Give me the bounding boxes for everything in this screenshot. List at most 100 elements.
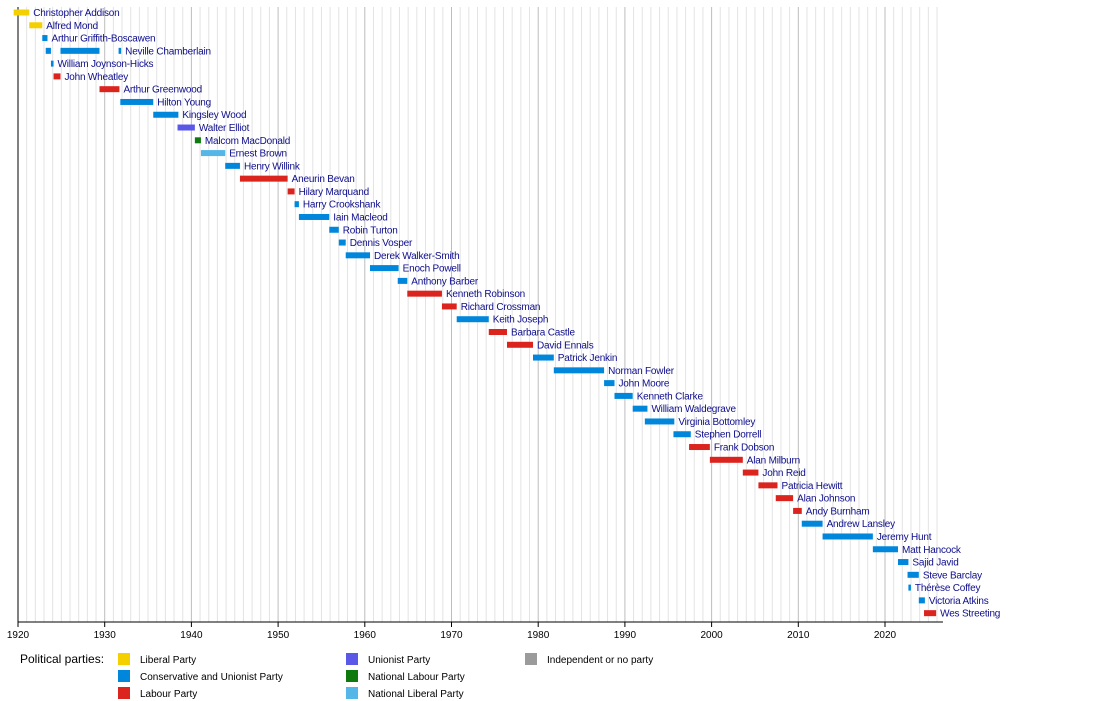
term-bar (239, 175, 288, 182)
minister-label[interactable]: Hilary Marquand (299, 187, 370, 198)
x-tick-label: 1930 (94, 630, 117, 640)
term-bar (907, 571, 919, 578)
legend: Political parties: Liberal Party Conserv… (20, 650, 1080, 700)
term-bar (801, 520, 823, 527)
minister-label[interactable]: Kenneth Clarke (637, 391, 704, 402)
minister-label[interactable]: Harry Crookshank (303, 200, 382, 211)
term-bar (200, 150, 226, 157)
term-bar (742, 469, 759, 476)
minister-label[interactable]: Hilton Young (157, 97, 211, 108)
x-tick-label: 1970 (440, 630, 463, 640)
minister-label[interactable]: Steve Barclay (923, 570, 982, 581)
minister-label[interactable]: Barbara Castle (511, 328, 576, 339)
minister-label[interactable]: Patricia Hewitt (781, 481, 843, 492)
x-tick-label: 1980 (527, 630, 550, 640)
minister-label[interactable]: John Reid (762, 468, 805, 479)
minister-label[interactable]: Malcom MacDonald (205, 136, 290, 147)
minister-label[interactable]: Andrew Lansley (827, 519, 896, 530)
x-tick-label: 1920 (7, 630, 30, 640)
term-bar (177, 124, 195, 131)
term-bar (822, 533, 873, 540)
minister-label[interactable]: Wes Streeting (940, 609, 1000, 620)
term-bar (553, 367, 605, 374)
minister-label[interactable]: Robin Turton (343, 225, 398, 236)
term-bar (908, 584, 911, 591)
plot-background (18, 7, 943, 622)
label-layer: Christopher Addison Alfred Mond Arthur Gri… (33, 8, 1000, 620)
term-bar (298, 213, 330, 220)
legend-label-unionist: Unionist Party (368, 655, 431, 666)
minister-label[interactable]: Alan Milburn (747, 455, 800, 466)
legend-label-national-labour: National Labour Party (368, 672, 465, 683)
term-bar (898, 559, 909, 566)
minister-label[interactable]: Stephen Dorrell (695, 430, 762, 441)
minister-label[interactable]: Neville Chamberlain (125, 46, 211, 57)
term-bar (673, 431, 691, 438)
legend-label-national-liberal: National Liberal Party (368, 689, 464, 700)
x-tick-label: 1960 (354, 630, 377, 640)
minister-label[interactable]: Jeremy Hunt (877, 532, 932, 543)
legend-label-labour: Labour Party (140, 689, 198, 700)
term-bar (50, 60, 54, 67)
term-bar (42, 35, 48, 42)
minister-label[interactable]: Matt Hancock (902, 545, 962, 556)
x-tick-label: 1990 (614, 630, 637, 640)
term-bar (758, 482, 778, 489)
minister-label[interactable]: Henry Willink (244, 161, 301, 172)
term-bar (287, 188, 295, 195)
minister-label[interactable]: Keith Joseph (493, 315, 549, 326)
minister-label[interactable]: Ernest Brown (229, 149, 287, 160)
minister-label[interactable]: David Ennals (537, 340, 594, 351)
term-bar (153, 111, 179, 118)
minister-label[interactable]: Sajid Javid (912, 558, 958, 569)
minister-label[interactable]: Andy Burnham (806, 506, 870, 517)
minister-label[interactable]: Victoria Atkins (929, 596, 989, 607)
minister-label[interactable]: John Moore (618, 379, 670, 390)
x-tick-label: 1940 (180, 630, 203, 640)
minister-label[interactable]: Kingsley Wood (182, 110, 246, 121)
term-bar (407, 290, 442, 297)
minister-label[interactable]: Frank Dobson (714, 443, 775, 454)
minister-label[interactable]: Alfred Mond (46, 21, 98, 32)
minister-label[interactable]: Dennis Vosper (350, 238, 414, 249)
minister-label[interactable]: William Joynson-Hicks (58, 59, 154, 70)
minister-label[interactable]: Christopher Addison (33, 8, 119, 19)
term-bar (397, 277, 408, 284)
term-bar (118, 47, 122, 54)
term-bar (370, 265, 399, 272)
minister-label[interactable]: Anthony Barber (411, 276, 479, 287)
term-bar (918, 597, 925, 604)
legend-swatch-national-liberal (346, 687, 358, 699)
term-bar (441, 303, 457, 310)
minister-label[interactable]: Arthur Greenwood (123, 85, 202, 96)
minister-label[interactable]: Derek Walker-Smith (374, 251, 460, 262)
minister-label[interactable]: Walter Elliot (199, 123, 250, 134)
minister-label[interactable]: Enoch Powell (403, 264, 461, 275)
minister-label[interactable]: Virginia Bottomley (678, 417, 755, 428)
term-bar (924, 610, 937, 617)
minister-label[interactable]: Norman Fowler (608, 366, 675, 377)
minister-label[interactable]: Patrick Jenkin (558, 353, 618, 364)
term-bar (294, 201, 299, 208)
minister-label[interactable]: Arthur Griffith-Boscawen (51, 34, 155, 45)
term-bar (225, 162, 240, 169)
legend-swatch-unionist (346, 653, 358, 665)
minister-label[interactable]: Aneurin Bevan (292, 174, 355, 185)
term-bar (488, 329, 507, 335)
minister-label[interactable]: William Waldegrave (651, 404, 736, 415)
legend-label-conservative: Conservative and Unionist Party (140, 672, 283, 683)
term-bar (13, 9, 30, 16)
x-tick-label: 2000 (700, 630, 723, 640)
term-bar (60, 47, 100, 54)
minister-label[interactable]: Kenneth Robinson (446, 289, 525, 300)
minister-label[interactable]: Alan Johnson (797, 494, 855, 505)
minister-label[interactable]: Thérèse Coffey (915, 583, 981, 594)
minister-label[interactable]: Iain Macleod (333, 212, 388, 223)
term-bar (793, 507, 802, 514)
term-bar (644, 418, 675, 425)
x-axis: 1920 1930 1940 1950 1960 1970 1980 1990 2000 2010… (7, 7, 943, 641)
bar-layer (13, 9, 937, 617)
minister-label[interactable]: John Wheatley (64, 72, 128, 83)
grid-layer (17, 7, 943, 622)
minister-label[interactable]: Richard Crossman (461, 302, 541, 313)
